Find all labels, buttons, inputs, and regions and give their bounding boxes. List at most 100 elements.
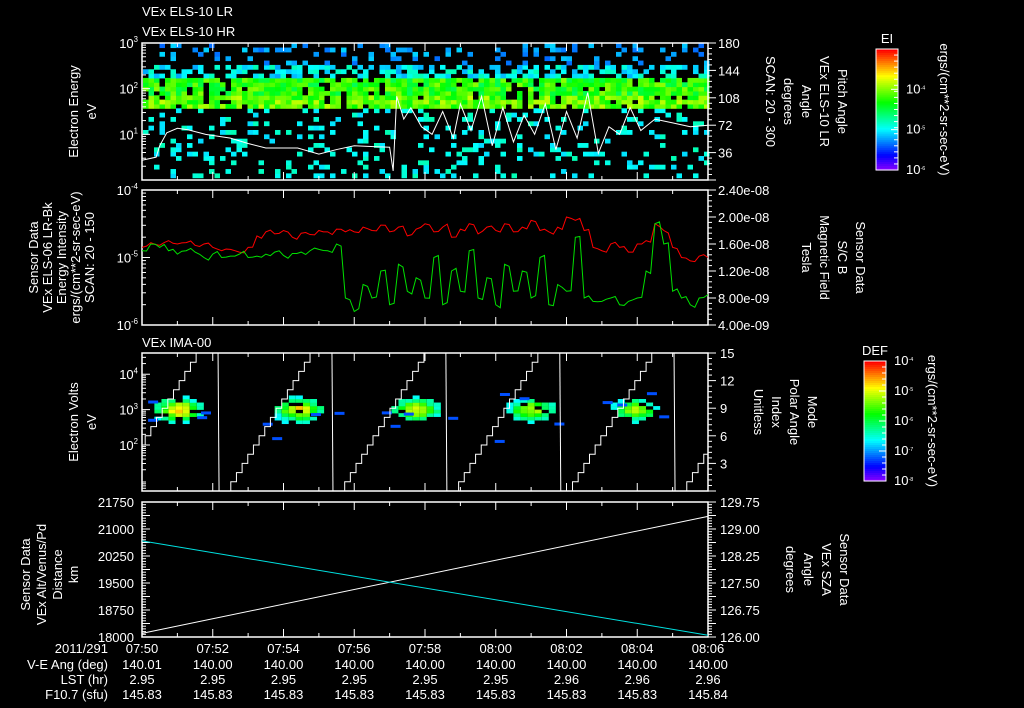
- spectrogram-cell: [346, 147, 352, 153]
- ei-colorbar-gradient-cell: [876, 95, 898, 98]
- spectrogram-cell: [456, 47, 462, 53]
- spectrogram-cell: [258, 82, 264, 88]
- spectrogram-cell: [528, 95, 534, 101]
- ima-cell: [317, 409, 325, 414]
- spectrogram-cell: [572, 99, 578, 105]
- spectrogram-cell: [445, 125, 451, 131]
- spectrogram-cell: [654, 134, 660, 140]
- spectrogram-cell: [643, 90, 649, 96]
- spectrogram-cell: [665, 95, 671, 101]
- ima-cell: [182, 395, 190, 400]
- spectrogram-cell: [649, 64, 655, 70]
- def-colorbar-gradient-cell: [864, 447, 886, 450]
- ima-cell: [175, 413, 183, 417]
- def-colorbar-gradient-cell: [864, 457, 886, 460]
- spectrogram-cell: [561, 151, 567, 157]
- spectrogram-cell: [412, 69, 418, 75]
- spectrogram-cell: [291, 169, 297, 174]
- spectrogram-cell: [148, 95, 154, 101]
- spectrogram-cell: [451, 95, 457, 101]
- spectrogram-cell: [379, 43, 385, 49]
- spectrogram-cell: [374, 82, 380, 88]
- def-colorbar-tick-label: 10-5: [894, 383, 913, 398]
- spectrogram-cell: [621, 99, 627, 105]
- spectrogram-cell: [665, 73, 671, 79]
- spectrogram-cell: [511, 99, 517, 105]
- spectrogram-cell: [638, 103, 644, 109]
- spectrogram-cell: [286, 47, 292, 53]
- spectrogram-cell: [660, 164, 666, 170]
- spectrogram-cell: [588, 90, 594, 96]
- spectrogram-cell: [484, 82, 490, 88]
- def-colorbar-gradient-cell: [864, 477, 886, 480]
- spectrogram-cell: [555, 86, 561, 92]
- ima-cell: [527, 420, 535, 425]
- spectrogram-cell: [621, 90, 627, 96]
- spectrogram-cell: [330, 151, 336, 157]
- ima-cell: [310, 416, 318, 421]
- spectrogram-cell: [445, 169, 451, 174]
- ima-cell: [310, 409, 318, 414]
- spectrogram-cell: [203, 156, 209, 161]
- spectrogram-cell: [544, 134, 550, 140]
- spectrogram-cell: [225, 64, 231, 70]
- spectrogram-cell: [170, 77, 176, 83]
- spectrogram-cell: [500, 82, 506, 88]
- spectrogram-cell: [440, 90, 446, 96]
- bfield-right-axis-label: Magnetic Field: [817, 215, 832, 300]
- spectrogram-cell: [297, 90, 303, 96]
- spectrogram-cell: [671, 64, 677, 70]
- spectrogram-cell: [594, 82, 600, 88]
- spectrogram-cell: [583, 95, 589, 101]
- spectrogram-cell: [385, 64, 391, 70]
- spectrogram-cell: [495, 90, 501, 96]
- spectrogram-cell: [693, 82, 699, 88]
- spectrogram-cell: [495, 95, 501, 101]
- def-colorbar-tick-label-base: 10: [894, 383, 908, 398]
- spectrogram-cell: [698, 156, 704, 161]
- spectrogram-cell: [319, 77, 325, 83]
- spectrogram-cell: [401, 169, 407, 174]
- spectrogram-cell: [291, 43, 297, 49]
- def-colorbar-gradient-cell: [864, 377, 886, 380]
- intensity-y-tick-label-exp: -6: [131, 317, 138, 326]
- spectrogram-cell: [236, 69, 242, 75]
- ei-colorbar-gradient-cell: [876, 101, 898, 105]
- spectrogram-cell: [654, 108, 660, 114]
- spectrogram-cell: [324, 103, 330, 109]
- ei-colorbar-gradient-cell: [876, 63, 898, 66]
- spectrogram-cell: [280, 90, 286, 96]
- spectrogram-cell: [319, 125, 325, 131]
- ima-cell: [154, 409, 162, 414]
- ephemeris-value: 140.00: [405, 657, 445, 672]
- spectrogram-cell: [484, 95, 490, 101]
- spectrogram-cell: [330, 129, 336, 135]
- spectrogram-cell: [368, 51, 374, 57]
- bfield-right-tick-label: 1.60e-08: [718, 237, 769, 252]
- ephemeris-value: 140.00: [617, 657, 657, 672]
- spectrogram-cell: [187, 151, 193, 157]
- ima-cell: [617, 403, 628, 407]
- spectrogram-cell: [561, 64, 567, 70]
- spectrogram-cell: [170, 56, 176, 62]
- ima-cell: [631, 399, 639, 403]
- spectrogram-cell: [335, 82, 341, 88]
- spectrogram-cell: [511, 103, 517, 109]
- spectrogram-cell: [506, 99, 512, 105]
- spectrogram-cell: [495, 56, 501, 62]
- spectrogram-cell: [407, 47, 413, 53]
- spectrogram-cell: [313, 143, 319, 148]
- spectrogram-cell: [473, 82, 479, 88]
- spectrogram-cell: [451, 173, 457, 179]
- spectrogram-cell: [616, 90, 622, 96]
- spectrogram-cell: [638, 77, 644, 83]
- spectrogram-cell: [324, 90, 330, 96]
- spectrogram-cell: [412, 90, 418, 96]
- title-els-lr: VEx ELS-10 LR: [142, 4, 233, 19]
- spectrogram-cell: [313, 86, 319, 92]
- spectrogram-cell: [280, 103, 286, 109]
- spectrogram-cell: [313, 116, 319, 122]
- spectrogram-cell: [473, 99, 479, 105]
- spectrogram-cell: [566, 99, 572, 105]
- ima-cell: [196, 402, 204, 407]
